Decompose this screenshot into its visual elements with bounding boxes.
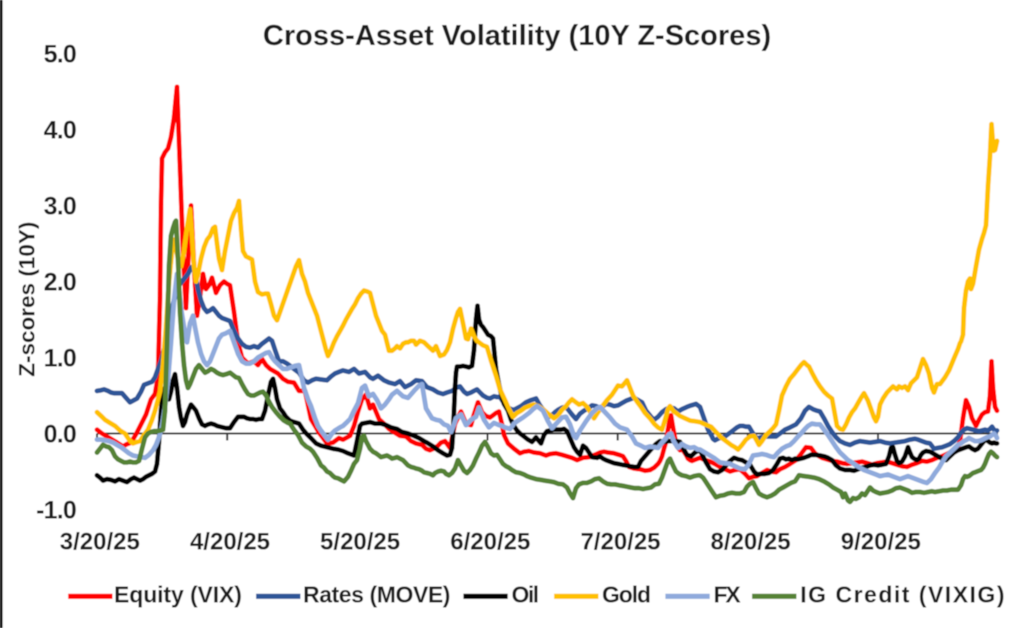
svg-text:0.0: 0.0 [44,421,76,449]
svg-text:-1.0: -1.0 [36,497,76,525]
svg-text:5/20/25: 5/20/25 [320,529,400,556]
svg-text:5.0: 5.0 [44,41,76,69]
svg-text:Z-scores (10Y): Z-scores (10Y) [15,222,40,377]
svg-text:8/20/25: 8/20/25 [711,529,791,556]
svg-text:2.0: 2.0 [44,269,76,297]
svg-text:Oil: Oil [512,582,538,608]
svg-text:1.0: 1.0 [44,345,76,373]
svg-text:4.0: 4.0 [44,117,76,145]
svg-text:Rates (MOVE): Rates (MOVE) [303,582,450,608]
svg-text:4/20/25: 4/20/25 [190,529,270,556]
svg-text:3.0: 3.0 [44,193,76,221]
svg-text:9/20/25: 9/20/25 [841,529,921,556]
svg-text:Equity (VIX): Equity (VIX) [114,582,242,608]
svg-text:7/20/25: 7/20/25 [580,529,660,556]
svg-text:FX: FX [714,582,742,608]
svg-text:3/20/25: 3/20/25 [60,529,140,556]
svg-text:6/20/25: 6/20/25 [450,529,530,556]
svg-text:Gold: Gold [602,582,650,608]
svg-text:IG Credit (VIXIG): IG Credit (VIXIG) [800,582,1006,608]
svg-text:Cross-Asset Volatility (10Y Z-: Cross-Asset Volatility (10Y Z-Scores) [263,20,771,52]
